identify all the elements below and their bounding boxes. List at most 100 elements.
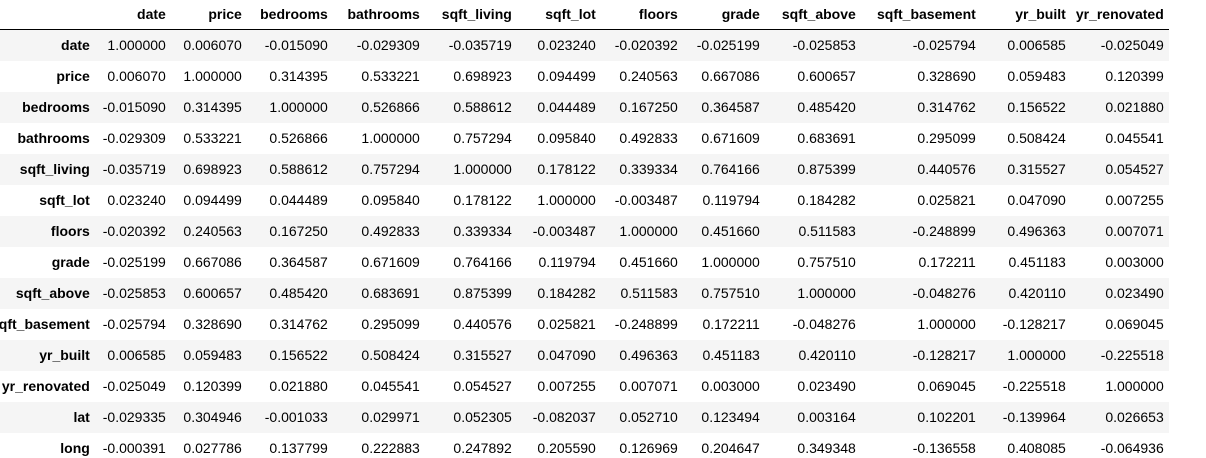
table-row: date 1.000000 0.006070 -0.015090 -0.029309 -0… [0,29,1169,61]
table-row: bedrooms -0.015090 0.314395 1.000000 0.52686… [0,92,1169,123]
table-cell: 0.123494 [701,409,760,425]
table-cell: 0.247892 [453,440,512,456]
table-cell: -0.139964 [1002,409,1066,425]
column-header: floors [600,0,683,30]
column-header: yr_built [980,0,1071,30]
table-cell: 0.172211 [918,254,976,270]
table-cell: 0.119794 [702,192,760,208]
table-cell: -0.029309 [102,130,166,146]
table-cell: -0.029335 [102,409,166,425]
table-cell: 0.451660 [701,223,760,239]
table-row: sqft_living -0.035719 0.698923 0.588612 0.75… [0,154,1169,185]
table-cell: 0.167250 [619,99,678,115]
table-cell: 1.000000 [701,254,760,270]
row-label: sqft_above [15,285,90,301]
table-cell: 0.222883 [361,440,420,456]
table-cell: 0.059483 [183,347,242,363]
table-cell: 0.059483 [1007,68,1066,84]
table-cell: 0.178122 [453,192,512,208]
table-cell: 0.003000 [1105,254,1164,270]
table-cell: -0.015090 [264,37,328,53]
row-label: sqft_living [19,161,90,177]
table-cell: -0.025794 [912,37,976,53]
table-cell: 0.126969 [619,440,678,456]
table-cell: 0.295099 [361,316,420,332]
table-cell: -0.048276 [792,316,856,332]
table-cell: 0.045541 [1105,130,1164,146]
table-cell: -0.225518 [1100,347,1164,363]
table-cell: 0.492833 [361,223,420,239]
table-cell: 0.440576 [917,161,976,177]
table-cell: 0.240563 [183,223,242,239]
table-cell: -0.048276 [912,285,976,301]
table-cell: 0.184282 [797,192,856,208]
table-cell: 0.600657 [797,68,856,84]
table-cell: 0.137799 [269,440,328,456]
row-label: long [60,440,90,456]
table-cell: -0.035719 [102,161,166,177]
table-cell: 0.120399 [183,378,242,394]
table-cell: 0.526866 [361,99,420,115]
table-cell: 0.184282 [537,285,596,301]
table-cell: 0.328690 [917,68,976,84]
table-cell: 1.000000 [1007,347,1066,363]
table-row: lat -0.029335 0.304946 -0.001033 0.029971 0.0… [0,402,1169,433]
table-cell: 0.025821 [917,192,976,208]
table-cell: -0.225518 [1002,378,1066,394]
table-row: price 0.006070 1.000000 0.314395 0.533221 0.6… [0,61,1169,92]
table-cell: 0.698923 [453,68,512,84]
table-cell: 0.757510 [797,254,856,270]
header-row: date price bedrooms bathrooms sqft_livin… [0,0,1169,30]
table-cell: 0.205590 [537,440,596,456]
table-cell: 0.508424 [1007,130,1066,146]
column-header: sqft_living [424,0,517,30]
table-cell: 0.440576 [453,316,512,332]
table-cell: 0.588612 [269,161,328,177]
table-cell: 0.047090 [1007,192,1066,208]
table-cell: 0.667086 [183,254,242,270]
table-cell: 1.000000 [269,99,328,115]
table-cell: 0.667086 [701,68,760,84]
table-body: date 1.000000 0.006070 -0.015090 -0.029309 -0… [0,29,1169,458]
column-header: bathrooms [332,0,425,30]
table-cell: 0.021880 [269,378,328,394]
table-cell: 0.451660 [619,254,678,270]
table-cell: 0.006070 [183,37,242,53]
table-cell: 0.095840 [361,192,420,208]
table-cell: 0.023240 [537,37,596,53]
row-label: grade [51,254,90,270]
table-cell: 0.240563 [619,68,678,84]
table-cell: -0.248899 [614,316,678,332]
table-cell: 0.600657 [183,285,242,301]
table-cell: 0.069045 [917,378,976,394]
column-header: price [170,0,247,30]
table-cell: -0.025853 [102,285,166,301]
table-cell: 0.533221 [361,68,420,84]
table-cell: 1.000000 [453,161,512,177]
table-cell: -0.001033 [264,409,328,425]
table-cell: 0.119794 [538,254,596,270]
table-cell: 0.120399 [1105,68,1164,84]
table-cell: 0.007071 [1105,223,1164,239]
table-cell: -0.000391 [102,440,166,456]
table-cell: 0.026653 [1105,409,1164,425]
table-cell: 0.102201 [917,409,976,425]
table-cell: 0.007071 [619,378,678,394]
table-row: long -0.000391 0.027786 0.137799 0.222883 0.2… [0,433,1169,458]
table-cell: 0.511583 [620,285,678,301]
table-cell: 0.204647 [701,440,760,456]
table-header: date price bedrooms bathrooms sqft_livin… [0,0,1169,30]
table-cell: 0.526866 [269,130,328,146]
table-cell: 1.000000 [1105,378,1164,394]
table-cell: -0.128217 [1002,316,1066,332]
table-cell: 0.054527 [1105,161,1164,177]
table-cell: 1.000000 [619,223,678,239]
table-cell: 0.045541 [361,378,420,394]
table-cell: 0.023490 [797,378,856,394]
table-cell: 0.052305 [453,409,512,425]
table-cell: -0.082037 [532,409,596,425]
table-cell: -0.035719 [448,37,512,53]
table-cell: 0.757294 [361,161,420,177]
table-cell: 0.094499 [537,68,596,84]
